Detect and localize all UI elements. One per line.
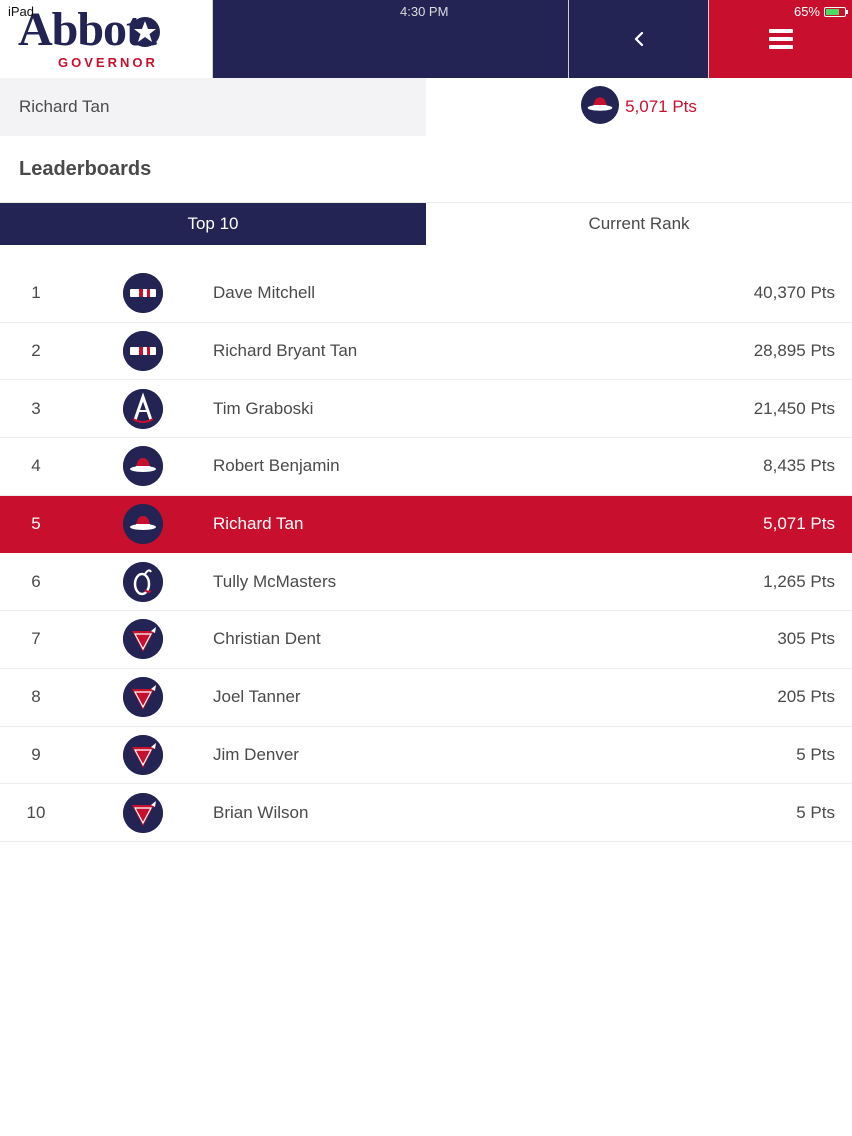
back-button[interactable]: [568, 0, 708, 78]
leaderboard-tabs: Top 10 Current Rank: [0, 203, 852, 245]
leaderboard-row[interactable]: 9 Jim Denver 5 Pts: [0, 726, 852, 785]
player-name: Tim Graboski: [213, 398, 314, 418]
bandana-icon: [122, 734, 163, 775]
rank-number: 5: [31, 514, 41, 534]
player-points: 40,370 Pts: [753, 283, 835, 303]
bandana-icon: [122, 677, 163, 718]
current-user-name: Richard Tan: [0, 78, 426, 136]
rank-number: 3: [31, 398, 41, 418]
player-name: Dave Mitchell: [213, 283, 316, 303]
telescope-icon: [122, 331, 163, 372]
star-icon: [130, 17, 160, 47]
bandana-icon: [122, 619, 163, 660]
player-points: 1,265 Pts: [763, 571, 835, 591]
player-name: Tully McMasters: [213, 571, 337, 591]
leaderboard-row[interactable]: 1 Dave Mitchell 40,370 Pts: [0, 265, 852, 323]
rank-number: 9: [31, 744, 41, 764]
player-name: Robert Benjamin: [213, 456, 340, 476]
rank-number: 1: [31, 283, 41, 303]
status-device: iPad: [8, 4, 35, 19]
player-points: 305 Pts: [777, 629, 835, 649]
cowboy-hat-icon: [581, 85, 620, 129]
rank-number: 10: [26, 802, 46, 822]
player-name: Richard Bryant Tan: [213, 341, 358, 361]
user-summary: Richard Tan 5,071 Pts: [0, 78, 852, 136]
battery-percent: 65%: [793, 4, 820, 19]
telescope-icon: [122, 273, 163, 314]
rank-number: 4: [31, 456, 41, 476]
page-title: Leaderboards: [0, 137, 852, 203]
capitol-a-icon: [122, 388, 163, 429]
player-name: Jim Denver: [213, 744, 299, 764]
player-name: Brian Wilson: [213, 802, 309, 822]
abbott-logo[interactable]: Abbott GOVERNOR: [0, 0, 212, 78]
header-spacer: [212, 0, 568, 78]
tab-top-10[interactable]: Top 10: [0, 203, 426, 245]
tab-current-rank[interactable]: Current Rank: [426, 203, 852, 245]
cowboy-hat-icon: [122, 504, 163, 545]
logo-subtitle: GOVERNOR: [58, 55, 158, 70]
player-name: Joel Tanner: [213, 687, 301, 707]
rank-number: 6: [31, 571, 41, 591]
player-points: 21,450 Pts: [753, 398, 835, 418]
player-points: 5 Pts: [796, 802, 835, 822]
current-user-points: 5,071 Pts: [625, 97, 697, 116]
leaderboard-row[interactable]: 2 Richard Bryant Tan 28,895 Pts: [0, 322, 852, 381]
player-name: Christian Dent: [213, 629, 321, 649]
leaderboard-row[interactable]: 6 Tully McMasters 1,265 Pts: [0, 553, 852, 612]
app-header: Abbott GOVERNOR: [0, 0, 852, 78]
chevron-left-icon: [634, 31, 643, 47]
leaderboard-row[interactable]: 10 Brian Wilson 5 Pts: [0, 784, 852, 842]
player-points: 205 Pts: [777, 687, 835, 707]
leaderboard-list: 1 Dave Mitchell 40,370 Pts 2 Richard Bry…: [0, 265, 852, 842]
bandana-icon: [122, 792, 163, 833]
player-points: 8,435 Pts: [763, 456, 835, 476]
rank-number: 2: [31, 341, 41, 361]
lasso-icon: [122, 561, 163, 602]
rank-number: 8: [31, 687, 41, 707]
battery-icon: [824, 6, 848, 17]
player-points: 5 Pts: [796, 744, 835, 764]
cowboy-hat-icon: [122, 446, 163, 487]
rank-number: 7: [31, 629, 41, 649]
leaderboard-row[interactable]: 3 Tim Graboski 21,450 Pts: [0, 380, 852, 439]
hamburger-menu-icon: [768, 29, 793, 49]
player-name: Richard Tan: [213, 514, 304, 534]
player-points: 28,895 Pts: [753, 341, 835, 361]
leaderboard-row[interactable]: 8 Joel Tanner 205 Pts: [0, 668, 852, 727]
current-user-points-box: 5,071 Pts: [426, 78, 852, 136]
leaderboard-row[interactable]: 4 Robert Benjamin 8,435 Pts: [0, 438, 852, 496]
player-points: 5,071 Pts: [763, 514, 835, 534]
status-battery: 65%: [793, 4, 848, 19]
status-time: 4:30 PM: [400, 4, 449, 19]
leaderboard-row[interactable]: 7 Christian Dent 305 Pts: [0, 611, 852, 669]
leaderboard-row-current-user[interactable]: 5 Richard Tan 5,071 Pts: [0, 495, 852, 554]
